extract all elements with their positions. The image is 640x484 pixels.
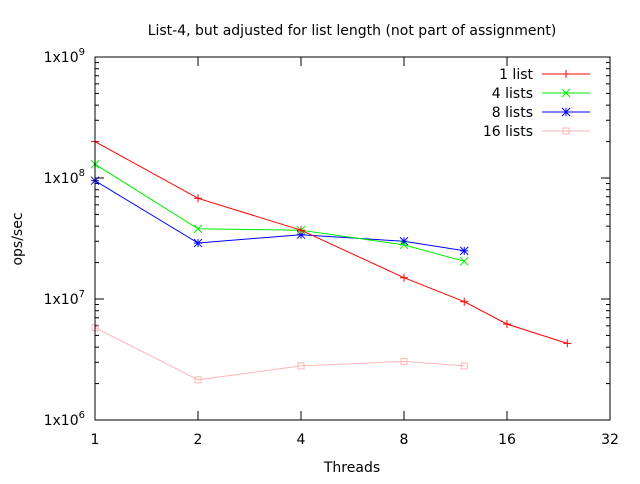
x-tick-label: 4 <box>297 432 306 448</box>
data-point <box>460 297 469 306</box>
data-point <box>194 194 202 203</box>
legend-marker <box>562 70 570 78</box>
legend-label: 8 lists <box>492 105 533 121</box>
data-point <box>399 236 409 246</box>
series-2 <box>90 176 469 256</box>
series-0 <box>91 137 572 348</box>
series-line <box>94 327 465 381</box>
series-line <box>94 141 568 344</box>
x-tick-label: 32 <box>601 432 619 448</box>
x-tick-label: 8 <box>400 432 409 448</box>
legend-marker <box>561 88 571 98</box>
data-point <box>460 362 468 370</box>
x-tick-label: 1 <box>91 432 100 448</box>
legend-marker <box>562 127 570 135</box>
data-point <box>193 224 203 234</box>
data-point <box>297 362 305 370</box>
y-tick-label: 1x108 <box>44 168 85 187</box>
y-tick-label: 1x107 <box>44 289 85 308</box>
data-point <box>563 339 572 348</box>
data-point <box>503 320 511 329</box>
data-point <box>400 273 408 282</box>
series-3 <box>91 324 468 384</box>
y-tick-label: 1x106 <box>44 410 85 429</box>
data-point <box>194 376 202 384</box>
data-point <box>459 246 469 256</box>
y-axis-label: ops/sec <box>10 212 26 265</box>
plot-area-frame <box>94 56 611 421</box>
data-point <box>399 240 409 250</box>
legend-label: 1 list <box>499 67 533 83</box>
x-tick-label: 2 <box>194 432 203 448</box>
series-line <box>94 163 465 262</box>
legend-label: 4 lists <box>492 86 533 102</box>
chart-title: List-4, but adjusted for list length (no… <box>148 23 557 39</box>
data-point <box>193 238 203 248</box>
y-tick-label: 1x109 <box>44 47 85 66</box>
data-point <box>297 226 305 235</box>
legend-marker <box>561 107 571 117</box>
series-line <box>94 180 465 252</box>
data-point <box>400 357 408 365</box>
data-point <box>459 256 469 266</box>
x-tick-label: 16 <box>498 432 516 448</box>
x-axis-label: Threads <box>323 460 380 476</box>
legend-label: 16 lists <box>483 124 533 140</box>
